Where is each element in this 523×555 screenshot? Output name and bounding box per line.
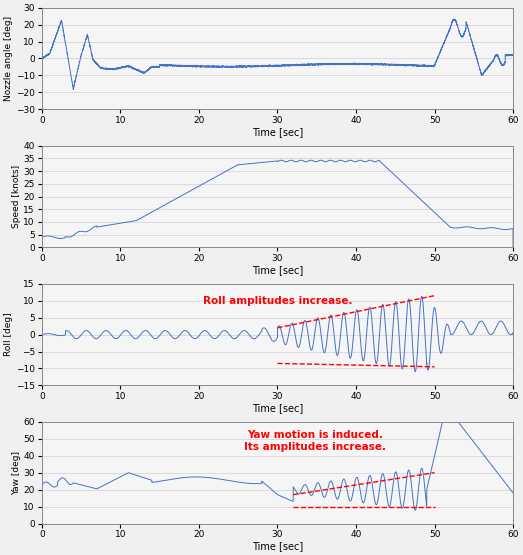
X-axis label: Time [sec]: Time [sec] [252, 403, 303, 413]
Text: Roll amplitudes increase.: Roll amplitudes increase. [203, 296, 352, 306]
Y-axis label: Yaw [deg]: Yaw [deg] [12, 451, 21, 495]
Y-axis label: Roll [deg]: Roll [deg] [4, 313, 13, 356]
X-axis label: Time [sec]: Time [sec] [252, 541, 303, 551]
Y-axis label: Nozzle angle [deg]: Nozzle angle [deg] [4, 16, 13, 101]
Y-axis label: Speed [knots]: Speed [knots] [12, 165, 21, 228]
Text: Yaw motion is induced.
Its amplitudes increase.: Yaw motion is induced. Its amplitudes in… [244, 430, 386, 452]
X-axis label: Time [sec]: Time [sec] [252, 127, 303, 137]
X-axis label: Time [sec]: Time [sec] [252, 265, 303, 275]
